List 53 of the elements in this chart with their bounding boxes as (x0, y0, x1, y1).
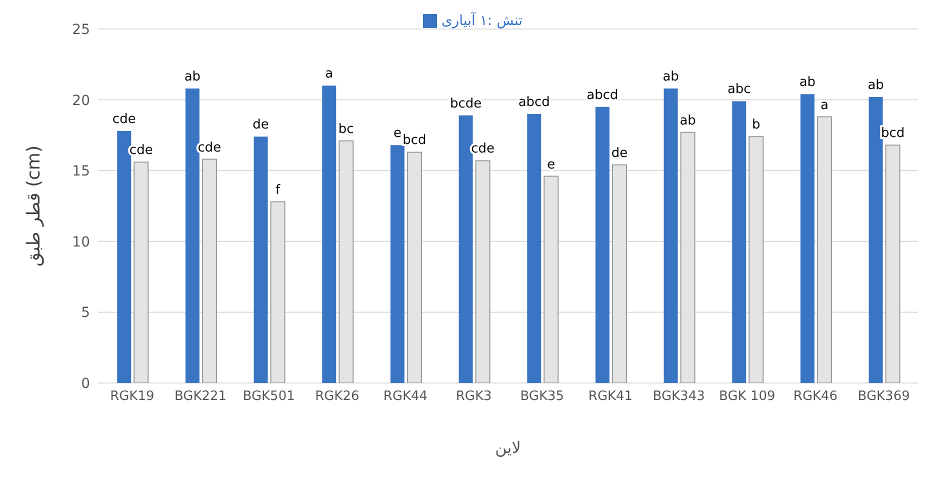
data-label: b (752, 118, 760, 133)
data-label: e (393, 126, 402, 142)
x-tick-label: RGK26 (315, 389, 360, 404)
data-label: ab (868, 78, 884, 93)
data-label: a (820, 98, 828, 113)
y-tick-label: 0 (81, 376, 90, 392)
data-label: bcd (402, 133, 426, 148)
y-tick-label: 10 (72, 234, 90, 250)
bar (800, 94, 814, 383)
x-tick-label: RGK46 (793, 389, 838, 404)
bar (732, 101, 746, 383)
y-tick-label: 20 (72, 92, 90, 109)
x-tick-label: RGK44 (383, 389, 428, 404)
data-label: e (547, 157, 556, 172)
x-tick-label: RGK3 (456, 389, 492, 404)
data-label: de (611, 146, 628, 161)
bar (458, 115, 473, 383)
data-label: ab (799, 75, 816, 90)
y-tick-label: 25 (72, 22, 90, 38)
bar (117, 130, 132, 383)
x-tick-label: BGK221 (174, 389, 227, 404)
data-label: bc (338, 122, 354, 137)
bar (868, 96, 883, 383)
data-label: abcd (518, 94, 550, 110)
x-tick-label: BGK35 (520, 389, 564, 404)
x-tick-label: BGK343 (652, 389, 705, 404)
data-label: abc (727, 82, 751, 98)
bar (527, 114, 542, 383)
x-tick-label: RGK41 (588, 389, 633, 404)
bar (664, 88, 678, 383)
y-tick-label: 15 (72, 164, 90, 180)
data-label: f (276, 182, 281, 198)
x-tick-label: BGK369 (858, 389, 910, 404)
x-tick-label: BGK 109 (719, 389, 776, 404)
data-label: de (252, 118, 269, 133)
x-tick-label: RGK19 (110, 389, 154, 404)
data-label: cde (112, 112, 136, 127)
x-tick-label: BGK501 (242, 389, 295, 404)
y-tick-label: 5 (81, 305, 90, 322)
data-label: a (325, 66, 334, 82)
bar (322, 86, 336, 383)
bar (254, 136, 268, 383)
legend-label: تنش :۱ آبیاری (441, 13, 523, 29)
y-axis-title: قطر طبق (cm) (23, 146, 44, 266)
data-label: bcde (450, 96, 482, 112)
bar (390, 145, 404, 383)
bar (185, 88, 200, 383)
data-label: ab (662, 69, 679, 84)
x-axis-title: لاین (495, 438, 521, 457)
bar (595, 106, 610, 383)
data-label: ab (680, 113, 696, 128)
data-label: ab (184, 69, 201, 84)
data-label: abcd (586, 88, 618, 103)
